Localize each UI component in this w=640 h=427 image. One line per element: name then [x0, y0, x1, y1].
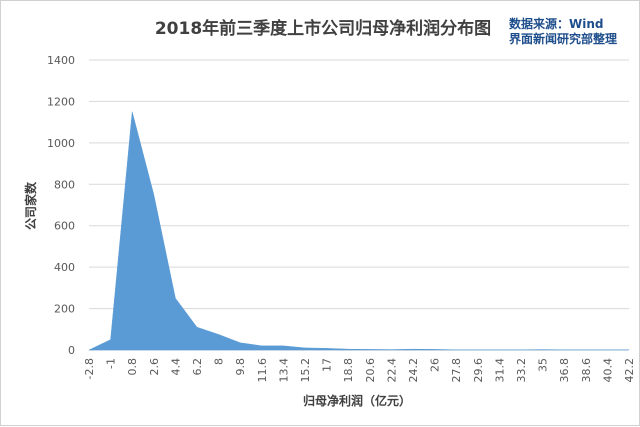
chart-title: 2018年前三季度上市公司归母净利润分布图	[155, 18, 491, 39]
y-tick-label: 1400	[47, 54, 75, 67]
x-tick-label: 27.8	[450, 358, 463, 383]
x-tick-label: 36.8	[558, 358, 571, 383]
x-tick-label: 6.2	[191, 358, 204, 376]
x-tick-label: 9.8	[234, 358, 247, 376]
y-tick-label: 200	[54, 303, 75, 316]
source-line-2: 界面新闻研究部整理	[509, 31, 617, 46]
y-tick-label: 400	[54, 261, 75, 274]
x-tick-label: 24.2	[407, 358, 420, 383]
y-tick-label: 600	[54, 220, 75, 233]
y-tick-label: 1200	[47, 95, 75, 108]
x-tick-label: 4.4	[169, 358, 182, 376]
x-tick-label: 8	[213, 358, 226, 365]
x-tick-label: 22.4	[385, 358, 398, 383]
x-axis: -2.8 -1 0.8 2.6 4.4 6.2 8 9.8 11.6 13.4 15.2 17 18.8…	[83, 358, 636, 383]
x-tick-label: 15.2	[299, 358, 312, 383]
y-tick-label: 800	[54, 178, 75, 191]
y-axis-label: 公司家数	[23, 181, 38, 230]
y-tick-label: 1000	[47, 137, 75, 150]
x-tick-label: 40.4	[601, 358, 614, 383]
x-tick-label: -1	[105, 358, 118, 369]
x-tick-label: 11.6	[256, 358, 269, 383]
series-area	[88, 111, 630, 351]
source-line-1: 数据来源：Wind	[509, 16, 603, 31]
x-tick-label: 33.2	[515, 358, 528, 383]
y-tick-label: 0	[68, 344, 75, 357]
x-tick-label: 2.6	[148, 358, 161, 376]
x-tick-label: 0.8	[126, 358, 139, 376]
x-tick-label: 17	[321, 358, 334, 372]
x-tick-label: 20.6	[364, 358, 377, 383]
y-axis: 0 200 400 600 800 1000 1200 1400	[47, 54, 75, 357]
x-tick-label: 38.6	[580, 358, 593, 383]
x-tick-label: 31.4	[493, 358, 506, 383]
x-tick-label: 26	[429, 358, 442, 372]
x-tick-label: 35	[537, 358, 550, 372]
x-tick-label: -2.8	[83, 358, 96, 379]
x-tick-label: 42.2	[623, 358, 636, 383]
x-axis-label: 归母净利润（亿元）	[303, 393, 411, 408]
x-tick-label: 29.6	[472, 358, 485, 383]
x-tick-label: 18.8	[342, 358, 355, 383]
area-series	[88, 111, 630, 351]
x-tick-label: 13.4	[277, 358, 290, 383]
